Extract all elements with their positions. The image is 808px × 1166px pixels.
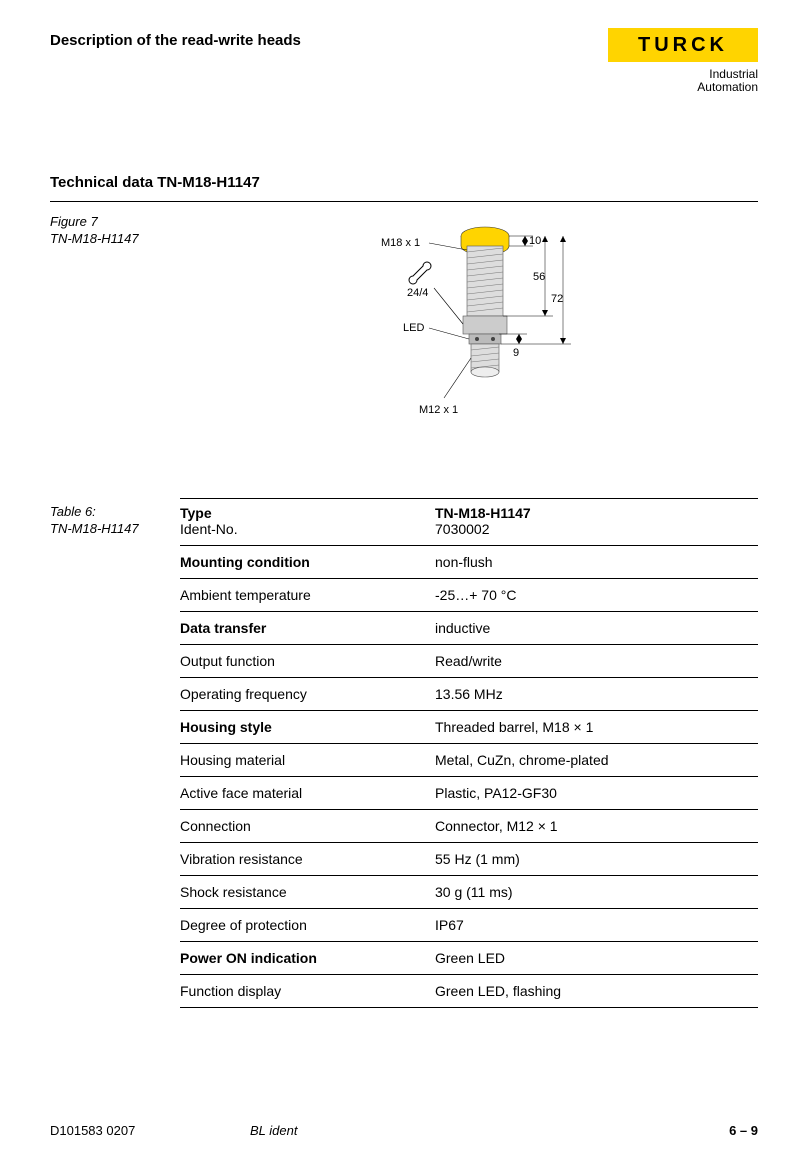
spec-value: Connector, M12 × 1 [435, 818, 758, 834]
page-footer: D101583 0207 BL ident 6 – 9 [50, 1123, 758, 1138]
spec-value: Green LED, flashing [435, 983, 758, 999]
spec-value: 55 Hz (1 mm) [435, 851, 758, 867]
spec-value: TN-M18-H11477030002 [435, 505, 758, 537]
table-row: Shock resistance30 g (11 ms) [180, 876, 758, 909]
spec-label: TypeIdent-No. [180, 505, 435, 537]
label-dim-56: 56 [533, 271, 545, 283]
table-row: TypeIdent-No.TN-M18-H11477030002 [180, 498, 758, 546]
spec-table: TypeIdent-No.TN-M18-H11477030002Mounting… [180, 498, 758, 1008]
footer-page-number: 6 – 9 [678, 1123, 758, 1138]
spec-label: Ambient temperature [180, 587, 435, 603]
table-row: Function displayGreen LED, flashing [180, 975, 758, 1008]
spec-value: non-flush [435, 554, 758, 570]
table-row: Vibration resistance55 Hz (1 mm) [180, 843, 758, 876]
spec-value: inductive [435, 620, 758, 636]
label-dim-9: 9 [513, 347, 519, 359]
table-row: ConnectionConnector, M12 × 1 [180, 810, 758, 843]
footer-product: BL ident [250, 1123, 678, 1138]
spec-table-block: Table 6: TN-M18-H1147 TypeIdent-No.TN-M1… [50, 498, 758, 1008]
spec-label: Mounting condition [180, 554, 435, 570]
spec-label: Vibration resistance [180, 851, 435, 867]
spec-value: -25…+ 70 °C [435, 587, 758, 603]
table-row: Output functionRead/write [180, 645, 758, 678]
spec-value: 13.56 MHz [435, 686, 758, 702]
figure-block: Figure 7 TN-M18-H1147 [50, 214, 758, 428]
label-thread-top: M18 x 1 [381, 237, 420, 249]
figure-caption-line2: TN-M18-H1147 [50, 231, 139, 246]
label-wrench: 24/4 [407, 287, 428, 299]
spec-label: Power ON indication [180, 950, 435, 966]
spec-label: Function display [180, 983, 435, 999]
spec-label: Degree of protection [180, 917, 435, 933]
brand-logo: TURCK Industrial Automation [608, 28, 758, 94]
spec-value: Metal, CuZn, chrome-plated [435, 752, 758, 768]
spec-value: Read/write [435, 653, 758, 669]
table-row: Mounting conditionnon-flush [180, 546, 758, 579]
spec-value: Plastic, PA12-GF30 [435, 785, 758, 801]
label-thread-bottom: M12 x 1 [419, 404, 458, 416]
table-row: Active face materialPlastic, PA12-GF30 [180, 777, 758, 810]
label-dim-72: 72 [551, 293, 563, 305]
table-caption: Table 6: TN-M18-H1147 [50, 498, 180, 1008]
spec-value: IP67 [435, 917, 758, 933]
spec-label: Housing style [180, 719, 435, 735]
table-row: Power ON indicationGreen LED [180, 942, 758, 975]
spec-label: Shock resistance [180, 884, 435, 900]
spec-value: Threaded barrel, M18 × 1 [435, 719, 758, 735]
table-row: Degree of protectionIP67 [180, 909, 758, 942]
spec-value: 30 g (11 ms) [435, 884, 758, 900]
spec-label: Operating frequency [180, 686, 435, 702]
table-row: Ambient temperature-25…+ 70 °C [180, 579, 758, 612]
spec-label: Output function [180, 653, 435, 669]
table-row: Housing styleThreaded barrel, M18 × 1 [180, 711, 758, 744]
section-rule [50, 201, 758, 202]
section-title: Technical data TN-M18-H1147 [50, 174, 758, 191]
label-led: LED [403, 322, 424, 334]
page-header: Description of the read-write heads TURC… [50, 28, 758, 94]
logo-sub-line2: Automation [697, 80, 758, 94]
spec-value: Green LED [435, 950, 758, 966]
logo-sub-line1: Industrial [709, 67, 758, 81]
spec-label: Data transfer [180, 620, 435, 636]
figure-caption-line1: Figure 7 [50, 214, 98, 229]
figure-caption: Figure 7 TN-M18-H1147 [50, 214, 180, 248]
spec-label: Active face material [180, 785, 435, 801]
logo-subtitle: Industrial Automation [608, 68, 758, 94]
spec-label: Housing material [180, 752, 435, 768]
header-title: Description of the read-write heads [50, 32, 301, 49]
table-row: Operating frequency13.56 MHz [180, 678, 758, 711]
label-dim-10: 10 [529, 235, 541, 247]
spec-label: Connection [180, 818, 435, 834]
table-caption-line2: TN-M18-H1147 [50, 521, 139, 536]
table-row: Housing materialMetal, CuZn, chrome-plat… [180, 744, 758, 777]
technical-drawing: M18 x 1 24/4 LED M12 x 1 10 56 [180, 214, 758, 428]
footer-doc-number: D101583 0207 [50, 1123, 250, 1138]
logo-text: TURCK [608, 28, 758, 62]
table-row: Data transferinductive [180, 612, 758, 645]
table-caption-line1: Table 6: [50, 504, 96, 519]
